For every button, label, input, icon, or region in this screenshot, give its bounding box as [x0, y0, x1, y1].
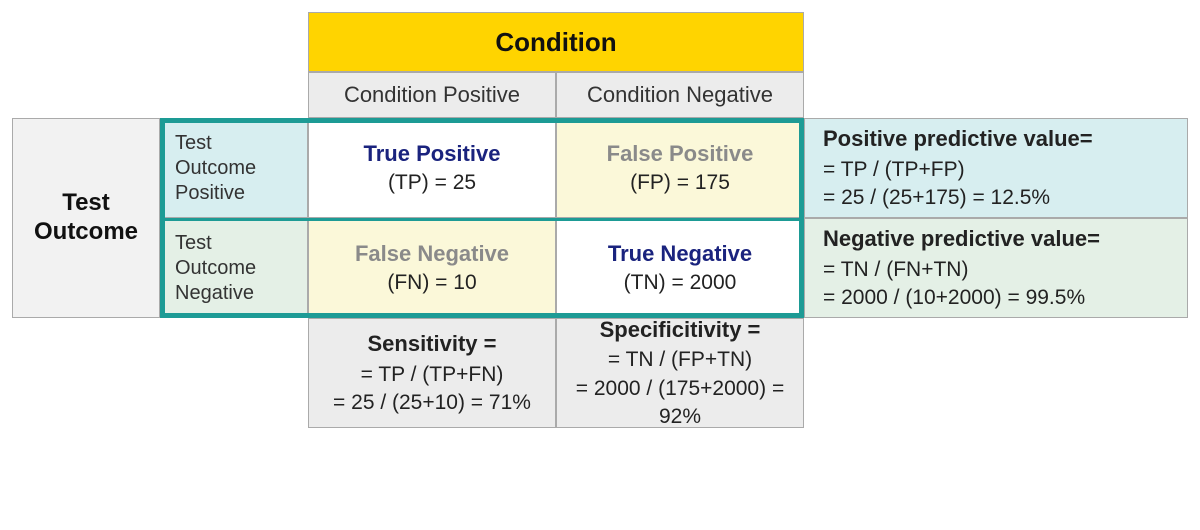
label-test-outcome-negative: Test Outcome Negative [160, 218, 308, 318]
header-test-outcome: Test Outcome [12, 118, 160, 318]
tn-value: (TN) = 2000 [624, 269, 737, 297]
fp-value: (FP) = 175 [630, 169, 730, 197]
cell-true-positive: True Positive (TP) = 25 [308, 118, 556, 218]
ppv-formula: = TP / (TP+FP) [823, 156, 965, 184]
confusion-matrix-table: Condition Condition Positive Condition N… [12, 12, 1188, 428]
ppv-calc: = 25 / (25+175) = 12.5% [823, 184, 1050, 212]
spacer-top-left [12, 12, 308, 72]
header-condition-positive: Condition Positive [308, 72, 556, 118]
cell-true-negative: True Negative (TN) = 2000 [556, 218, 804, 318]
spacer-r2-right [804, 72, 1188, 118]
sensitivity-calc: = 25 / (25+10) = 71% [333, 389, 531, 417]
spacer-top-right [804, 12, 1188, 72]
label-test-outcome-positive: Test Outcome Positive [160, 118, 308, 218]
npv-formula: = TN / (FN+TN) [823, 256, 968, 284]
spacer-r2-left [12, 72, 308, 118]
ppv-title: Positive predictive value= [823, 124, 1093, 154]
specificity-formula: = TN / (FP+TN) [608, 346, 752, 374]
sensitivity-title: Sensitivity = [327, 329, 537, 359]
metric-ppv: Positive predictive value= = TP / (TP+FP… [804, 118, 1188, 218]
tp-label: True Positive [364, 139, 501, 169]
spacer-bottom-right [804, 318, 1188, 428]
header-condition-negative: Condition Negative [556, 72, 804, 118]
specificity-calc: = 2000 / (175+2000) = 92% [575, 375, 785, 432]
specificity-title: Specificitivity = [575, 315, 785, 345]
fp-label: False Positive [607, 139, 754, 169]
metric-npv: Negative predictive value= = TN / (FN+TN… [804, 218, 1188, 318]
fn-label: False Negative [355, 239, 509, 269]
tn-label: True Negative [608, 239, 752, 269]
cell-false-negative: False Negative (FN) = 10 [308, 218, 556, 318]
fn-value: (FN) = 10 [387, 269, 476, 297]
metric-sensitivity: Sensitivity = = TP / (TP+FN) = 25 / (25+… [308, 318, 556, 428]
sensitivity-formula: = TP / (TP+FN) [361, 361, 504, 389]
spacer-bottom-left [12, 318, 308, 428]
npv-calc: = 2000 / (10+2000) = 99.5% [823, 284, 1085, 312]
npv-title: Negative predictive value= [823, 224, 1100, 254]
header-condition: Condition [308, 12, 804, 72]
metric-specificity: Specificitivity = = TN / (FP+TN) = 2000 … [556, 318, 804, 428]
tp-value: (TP) = 25 [388, 169, 476, 197]
cell-false-positive: False Positive (FP) = 175 [556, 118, 804, 218]
